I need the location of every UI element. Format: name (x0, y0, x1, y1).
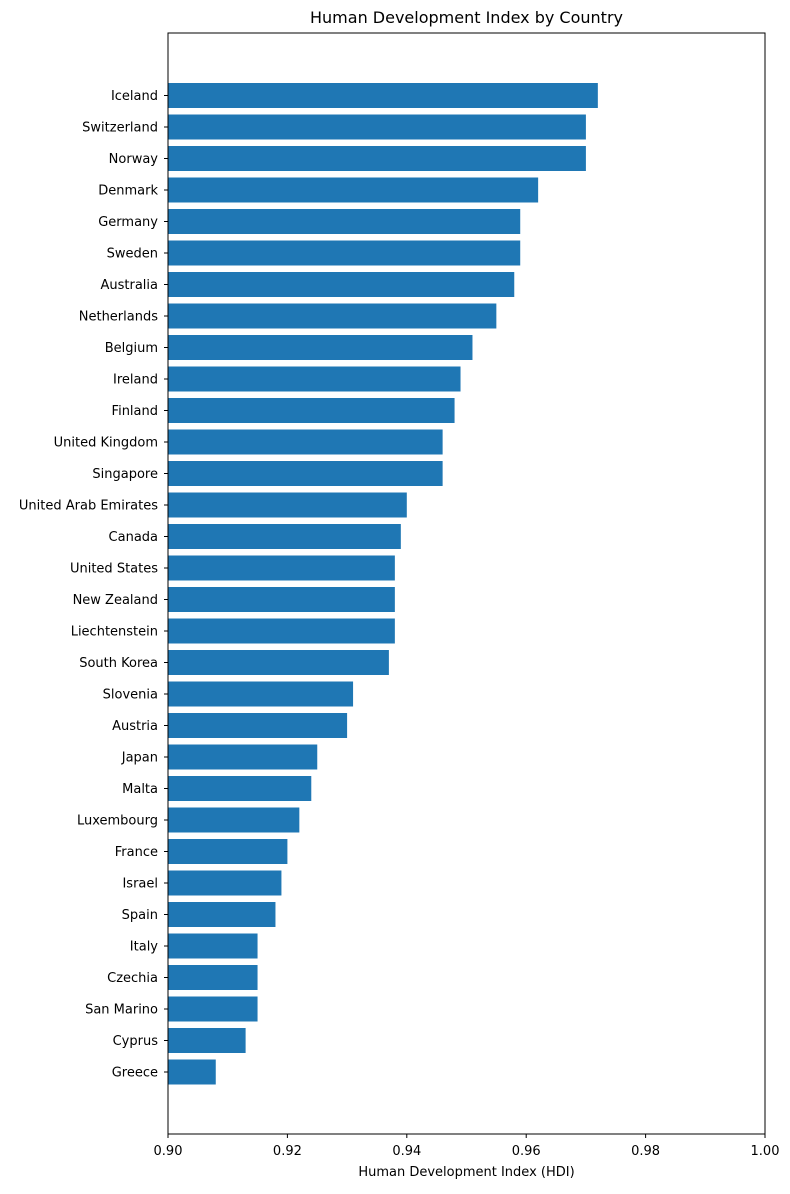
y-tick-label: Japan (121, 751, 158, 766)
bar-denmark (168, 177, 539, 203)
y-tick-label: South Korea (79, 656, 158, 671)
bar-south-korea (168, 650, 389, 675)
bar-slovenia (168, 681, 354, 707)
bar-united-arab-emirates (168, 492, 407, 518)
y-tick-label: Cyprus (113, 1034, 159, 1049)
x-axis-label: Human Development Index (HDI) (358, 1165, 574, 1180)
y-tick-label: United States (70, 562, 158, 577)
bar-norway (168, 146, 586, 171)
y-tick-label: Spain (122, 908, 158, 923)
x-tick-label: 0.90 (154, 1144, 183, 1159)
chart-title: Human Development Index by Country (310, 8, 623, 27)
y-tick-label: Norway (109, 152, 159, 167)
bar-belgium (168, 335, 473, 360)
bar-spain (168, 902, 276, 927)
y-tick-label: Slovenia (103, 688, 158, 703)
bar-australia (168, 272, 515, 297)
bar-san-marino (168, 996, 258, 1022)
y-tick-label: Germany (98, 215, 158, 230)
x-tick-label: 1.00 (751, 1144, 780, 1159)
y-tick-label: Singapore (92, 467, 158, 482)
bar-switzerland (168, 114, 586, 140)
y-tick-label: Luxembourg (77, 814, 158, 829)
bar-iceland (168, 83, 598, 108)
bar-france (168, 839, 288, 864)
y-tick-label: Belgium (105, 341, 158, 356)
y-tick-label: France (115, 845, 158, 860)
bar-liechtenstein (168, 618, 395, 644)
y-tick-label: Sweden (107, 247, 158, 262)
bar-luxembourg (168, 807, 300, 833)
bar-japan (168, 744, 318, 770)
y-axis: Iceland Switzerland Norway Denmark Germany Sw… (19, 89, 168, 1081)
x-axis: 0.90 0.92 0.94 0.96 0.98 1.00 (154, 1134, 780, 1159)
bars-group (168, 83, 598, 1085)
y-tick-label: Netherlands (79, 310, 158, 325)
bar-united-kingdom (168, 429, 443, 455)
y-tick-label: Italy (130, 940, 159, 955)
bar-israel (168, 870, 282, 896)
bar-united-states (168, 555, 395, 581)
y-tick-label: Australia (100, 278, 158, 293)
bar-sweden (168, 240, 521, 266)
y-tick-label: Denmark (98, 184, 158, 199)
bar-italy (168, 933, 258, 959)
bar-cyprus (168, 1028, 246, 1053)
y-tick-label: Israel (122, 877, 158, 892)
bar-canada (168, 524, 401, 549)
bar-czechia (168, 965, 258, 990)
bar-malta (168, 776, 312, 801)
y-tick-label: Liechtenstein (71, 625, 158, 640)
y-tick-label: Ireland (113, 373, 158, 388)
y-tick-label: San Marino (85, 1003, 158, 1018)
y-tick-label: Canada (109, 530, 158, 545)
bar-ireland (168, 366, 461, 392)
bar-new-zealand (168, 587, 395, 612)
y-tick-label: Greece (112, 1066, 158, 1081)
x-tick-label: 0.92 (273, 1144, 302, 1159)
bar-netherlands (168, 303, 497, 329)
x-tick-label: 0.98 (631, 1144, 660, 1159)
y-tick-label: Switzerland (82, 121, 158, 136)
y-tick-label: United Arab Emirates (19, 499, 158, 514)
bar-austria (168, 713, 348, 738)
y-tick-label: Czechia (107, 971, 158, 986)
y-tick-label: Finland (112, 404, 158, 419)
y-tick-label: New Zealand (73, 593, 158, 608)
plot-frame (167, 32, 766, 1135)
y-tick-label: Iceland (111, 89, 158, 104)
bar-singapore (168, 461, 443, 486)
x-tick-label: 0.94 (392, 1144, 421, 1159)
x-tick-label: 0.96 (512, 1144, 541, 1159)
y-tick-label: Austria (112, 719, 158, 734)
bar-germany (168, 209, 521, 234)
bar-finland (168, 398, 455, 423)
bar-greece (168, 1059, 216, 1085)
y-tick-label: Malta (122, 782, 158, 797)
y-tick-label: United Kingdom (54, 436, 158, 451)
